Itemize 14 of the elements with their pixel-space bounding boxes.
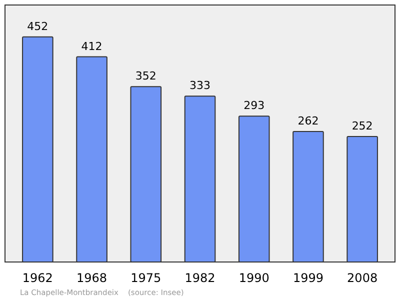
x-tick-label: 1962: [22, 271, 53, 285]
data-label: 252: [352, 119, 373, 132]
data-label: 333: [190, 79, 210, 92]
data-label: 412: [81, 40, 102, 53]
x-tick-label: 2008: [347, 271, 378, 285]
x-tick-label: 1982: [184, 271, 216, 285]
data-label: 262: [298, 114, 319, 128]
x-tick-label: 1968: [76, 271, 108, 285]
data-label: 352: [135, 70, 156, 83]
x-tick-label: 1990: [238, 271, 270, 285]
data-label: 452: [27, 20, 48, 33]
x-tick-label: 1999: [292, 271, 324, 285]
x-tick-label: 1975: [130, 271, 162, 285]
data-label: 293: [244, 99, 265, 112]
